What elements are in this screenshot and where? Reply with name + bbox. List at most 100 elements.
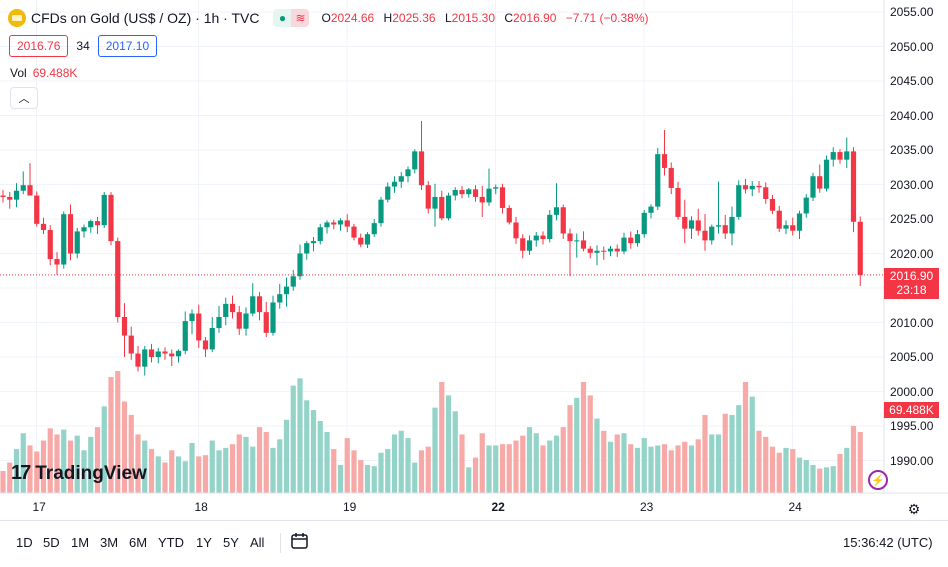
range-button-1m[interactable]: 1M (71, 535, 90, 550)
candle-body (128, 335, 134, 354)
volume-bar (513, 440, 519, 493)
tv-logo-icon: 17 (11, 462, 31, 484)
volume-bar (67, 440, 74, 493)
price-tick-label: 2025.00 (890, 212, 934, 226)
candle-body (736, 185, 742, 217)
volume-bar (715, 434, 722, 493)
range-button-1d[interactable]: 1D (16, 535, 33, 550)
range-button-1y[interactable]: 1Y (196, 535, 212, 550)
candle-body (88, 221, 94, 228)
volume-bar (445, 395, 452, 493)
volume-bar (722, 413, 728, 493)
candle-body (493, 187, 499, 189)
volume-bar (250, 446, 256, 493)
candle-body (378, 199, 384, 224)
volume-bars (0, 371, 863, 493)
range-button-6m[interactable]: 6M (129, 535, 148, 550)
events-icon[interactable]: ⚡ (868, 470, 888, 490)
range-button-ytd[interactable]: YTD (158, 535, 184, 550)
candle-body (405, 169, 411, 177)
candle-body (263, 312, 269, 333)
candle-body (391, 181, 398, 187)
volume-bar (47, 428, 53, 493)
candle-body (358, 237, 364, 245)
candle-body (715, 225, 722, 227)
price-tick-label: 2005.00 (890, 350, 934, 364)
candle-body (466, 189, 472, 195)
range-button-3m[interactable]: 3M (100, 535, 119, 550)
market-status[interactable]: ● ≋ (273, 9, 310, 27)
volume-bar (256, 427, 263, 493)
candlestick-chart[interactable] (0, 0, 948, 520)
volume-bar (823, 467, 830, 493)
volume-bar (304, 400, 310, 493)
change-value: −7.71 (−0.38%) (565, 11, 649, 25)
open-value: 2024.66 (330, 11, 375, 25)
calendar-goto-icon[interactable] (290, 531, 310, 551)
range-button-5d[interactable]: 5D (43, 535, 60, 550)
candle-body (499, 187, 506, 208)
time-tick-label: 19 (343, 500, 357, 514)
range-button-5y[interactable]: 5Y (223, 535, 239, 550)
candle-body (162, 351, 168, 354)
volume-bar (850, 425, 857, 493)
volume-bar (108, 377, 114, 493)
range-button-all[interactable]: All (250, 535, 265, 550)
utc-clock[interactable]: 15:36:42 (UTC) (843, 535, 933, 550)
price-tick-label: 2055.00 (890, 5, 934, 19)
candle-body (13, 190, 20, 200)
volume-bar (20, 433, 26, 493)
candle-body (709, 226, 715, 241)
candle-body (155, 351, 161, 357)
volume-bar (263, 432, 269, 493)
bid-ask[interactable]: 2016.76 34 2017.10 (9, 35, 158, 57)
volume-bar (776, 452, 782, 493)
candle-body (371, 223, 377, 235)
volume-bar (121, 401, 128, 493)
candle-body (61, 214, 67, 265)
volume-bar (540, 445, 546, 493)
symbol-title[interactable]: CFDs on Gold (US$ / OZ) · 1h · TVC (31, 10, 260, 26)
volume-legend[interactable]: Vol 69.488K (10, 66, 77, 80)
candle-body (722, 225, 728, 234)
volume-bar (628, 444, 634, 493)
bid-button[interactable]: 2016.76 (9, 35, 69, 57)
candle-body (857, 221, 863, 275)
volume-bar (648, 446, 654, 493)
volume-bar (358, 460, 364, 493)
price-tick-label: 2030.00 (890, 177, 934, 192)
volume-bar (216, 450, 222, 493)
candle-body (574, 240, 580, 242)
collapse-legend-button[interactable]: ︿ (10, 87, 38, 109)
candle-body (702, 230, 708, 241)
time-tick-label: 23 (640, 500, 654, 514)
candle-body (790, 225, 796, 231)
time-tick-label: 22 (491, 500, 505, 514)
candle-body (587, 248, 593, 253)
volume-bar (803, 460, 809, 493)
candle-body (324, 222, 330, 228)
symbol-legend[interactable]: CFDs on Gold (US$ / OZ) · 1h · TVC ● ≋ O… (8, 8, 655, 28)
price-tick-label: 2045.00 (890, 74, 934, 88)
volume-bar (61, 429, 67, 493)
candle-body (304, 243, 310, 254)
candle-body (0, 195, 6, 197)
ask-button[interactable]: 2017.10 (97, 35, 158, 57)
settings-gear-icon[interactable]: ⚙ (907, 500, 921, 517)
volume-bar (155, 456, 161, 493)
volume-bar (749, 396, 755, 493)
volume-bar (742, 381, 749, 493)
candle-body (135, 353, 141, 367)
volume-bar (668, 450, 674, 493)
candle-body (796, 213, 803, 231)
candle-body (776, 210, 782, 229)
volume-bar (634, 447, 641, 493)
tradingview-logo[interactable]: 17 TradingView (11, 462, 147, 485)
candle-body (20, 185, 26, 191)
volume-value: 69.488K (32, 66, 78, 80)
volume-bar (54, 434, 60, 493)
candle-body (398, 176, 404, 182)
volume-bar (344, 438, 350, 493)
bottom-toolbar: 1D 5D 1M 3M 6M YTD 1Y 5Y All 15:36:42 (UTC) (0, 520, 948, 567)
volume-bar (128, 414, 134, 493)
